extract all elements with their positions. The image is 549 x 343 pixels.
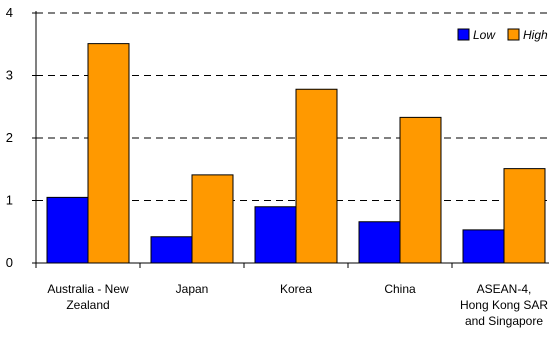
y-tick-label: 1 <box>6 193 13 208</box>
y-tick-label: 4 <box>6 5 13 20</box>
category-label: Japan <box>176 282 209 296</box>
bar-high-0 <box>87 43 130 264</box>
bar-low-0 <box>46 196 89 264</box>
legend-swatch-low <box>457 28 470 41</box>
axes <box>32 11 549 268</box>
category-labels: Australia - New Zealand Japan Korea China ASE… <box>47 282 548 328</box>
legend-label-high: High <box>523 28 548 42</box>
legend-label-low: Low <box>473 28 496 42</box>
y-tick-label: 0 <box>6 255 13 270</box>
bar-low-1 <box>150 236 193 264</box>
bar-low-2 <box>254 206 297 264</box>
y-tick-label: 3 <box>6 68 13 83</box>
legend-swatch-high <box>507 28 520 41</box>
category-label: Korea <box>280 282 312 296</box>
legend: Low High <box>457 28 548 42</box>
bar-high-2 <box>295 88 338 264</box>
y-tick-label: 2 <box>6 130 13 145</box>
bar-low-3 <box>358 221 401 264</box>
bar-high-1 <box>191 174 234 264</box>
bar-high-4 <box>503 168 546 264</box>
category-label: China <box>384 282 416 296</box>
bars <box>46 43 546 264</box>
category-label: Australia - New Zealand <box>47 282 129 312</box>
bar-high-3 <box>399 116 442 264</box>
category-label: ASEAN-4, Hong Kong SAR and Singapore <box>460 282 548 328</box>
bar-low-4 <box>462 229 505 264</box>
y-tick-labels: 0 1 2 3 4 <box>6 5 13 270</box>
